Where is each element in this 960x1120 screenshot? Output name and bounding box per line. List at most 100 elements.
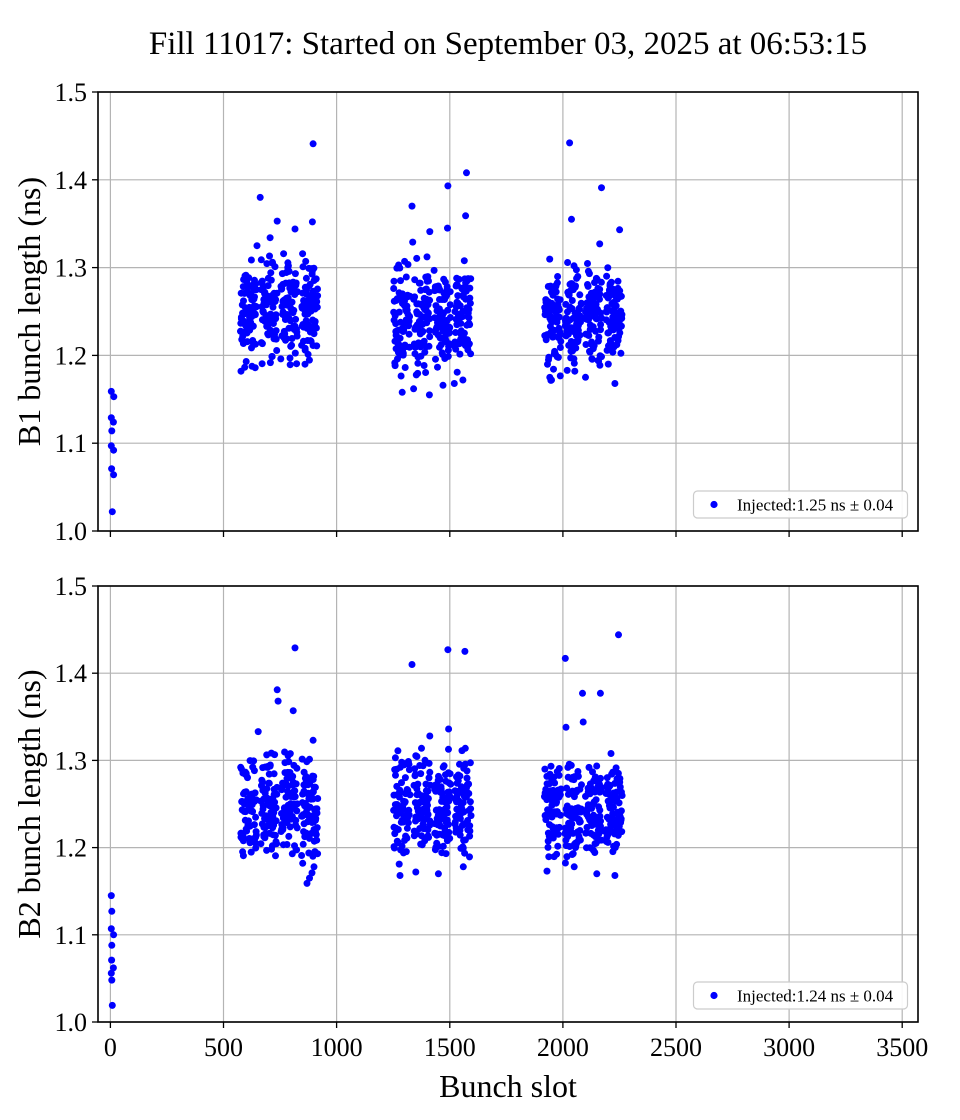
- data-point: [271, 798, 279, 806]
- legend-b2: Injected:1.24 ns ± 0.04: [692, 981, 909, 1010]
- data-point: [299, 263, 307, 271]
- data-point: [311, 318, 319, 325]
- data-point: [425, 391, 433, 399]
- data-point: [466, 827, 474, 835]
- data-point: [465, 780, 473, 788]
- scatter-points-b1: [107, 139, 626, 516]
- data-point: [466, 822, 474, 830]
- data-point: [245, 274, 253, 282]
- data-point: [465, 340, 473, 348]
- data-point: [272, 335, 280, 343]
- data-point: [396, 872, 404, 879]
- data-point: [463, 774, 471, 782]
- data-point: [450, 380, 458, 387]
- data-point: [541, 765, 549, 773]
- data-point: [272, 852, 279, 860]
- data-point: [434, 870, 442, 878]
- data-point: [582, 341, 590, 348]
- data-point: [425, 288, 433, 296]
- data-point: [273, 289, 281, 297]
- data-point: [466, 299, 474, 307]
- data-point: [456, 831, 464, 839]
- data-point: [576, 827, 584, 834]
- data-point: [425, 759, 433, 767]
- data-point: [425, 342, 433, 350]
- data-point: [308, 869, 316, 877]
- data-point: [260, 802, 268, 810]
- data-point: [412, 770, 420, 778]
- data-point: [313, 298, 321, 306]
- data-point: [424, 795, 432, 802]
- data-point: [607, 278, 615, 286]
- data-point: [554, 830, 562, 838]
- data-point: [610, 803, 617, 811]
- data-point: [303, 879, 311, 887]
- data-point: [302, 274, 310, 282]
- data-point: [279, 824, 287, 832]
- data-point: [572, 282, 579, 290]
- data-point: [612, 302, 620, 310]
- x-tick-label: 1500: [424, 1033, 476, 1062]
- data-point: [459, 799, 467, 806]
- data-point: [446, 314, 454, 321]
- data-point: [313, 824, 321, 832]
- data-point: [463, 169, 470, 177]
- data-point: [273, 686, 281, 694]
- data-point: [284, 262, 292, 270]
- data-point: [595, 333, 603, 341]
- data-point: [109, 418, 117, 426]
- data-point: [288, 341, 296, 349]
- data-point: [258, 340, 266, 348]
- data-point: [283, 841, 291, 848]
- data-point: [617, 292, 625, 300]
- data-point: [304, 350, 312, 358]
- x-tick-label: 3000: [763, 1033, 815, 1062]
- data-point: [607, 750, 615, 757]
- data-point: [452, 345, 460, 353]
- data-point: [553, 279, 561, 287]
- data-point: [285, 758, 293, 766]
- data-point: [436, 775, 444, 783]
- data-point: [603, 272, 611, 280]
- data-point: [467, 275, 475, 283]
- data-point: [424, 811, 432, 818]
- data-point: [556, 372, 564, 380]
- data-point: [551, 779, 559, 787]
- data-point: [598, 184, 605, 192]
- data-point: [467, 350, 475, 358]
- data-point: [617, 322, 625, 330]
- data-point: [460, 257, 468, 265]
- data-point: [263, 260, 271, 268]
- data-point: [252, 303, 260, 311]
- data-point: [618, 314, 626, 322]
- data-point: [409, 238, 417, 246]
- data-point: [446, 324, 454, 332]
- data-point: [309, 736, 317, 744]
- data-point: [403, 824, 411, 832]
- data-point: [414, 780, 422, 788]
- data-point: [271, 263, 279, 271]
- data-point: [604, 264, 612, 272]
- data-point: [564, 259, 572, 266]
- data-point: [456, 772, 464, 780]
- data-point: [424, 787, 432, 795]
- data-point: [550, 365, 557, 373]
- data-point: [567, 761, 575, 769]
- data-point: [405, 766, 413, 774]
- data-point: [596, 240, 604, 248]
- data-point: [424, 309, 432, 317]
- data-point: [258, 360, 266, 368]
- data-point: [426, 333, 434, 341]
- data-point: [257, 840, 265, 848]
- data-point: [247, 256, 255, 264]
- data-point: [257, 256, 265, 264]
- data-point: [555, 313, 563, 321]
- data-point: [420, 337, 428, 345]
- data-point: [563, 366, 571, 374]
- data-point: [576, 305, 583, 313]
- data-point: [263, 785, 271, 793]
- data-point: [277, 355, 285, 363]
- data-point: [616, 226, 624, 234]
- data-point: [417, 770, 425, 778]
- data-point: [611, 380, 619, 387]
